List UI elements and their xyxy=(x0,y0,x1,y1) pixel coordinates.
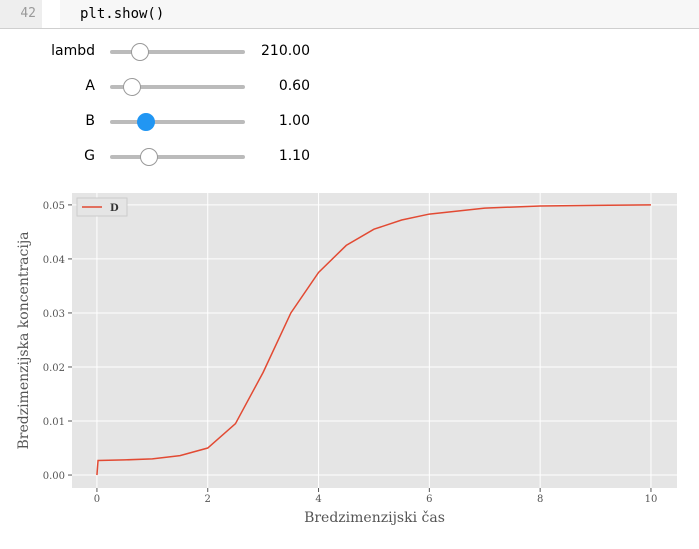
slider-track[interactable] xyxy=(110,155,245,159)
slider-knob[interactable] xyxy=(131,43,149,61)
slider-value: 1.10 xyxy=(278,148,310,164)
line-number: 42 xyxy=(0,0,42,28)
slider-value: 0.60 xyxy=(278,78,310,94)
y-tick-label: 0.01 xyxy=(43,417,65,428)
x-tick-label: 2 xyxy=(205,494,211,505)
legend-box xyxy=(76,197,128,217)
y-tick-label: 0.02 xyxy=(43,363,65,374)
slider-label: G xyxy=(84,148,95,164)
slider-row: A 0.60 xyxy=(0,75,400,99)
line-series xyxy=(96,204,651,476)
y-tick-label: 0.00 xyxy=(43,471,65,482)
x-tick-label: 6 xyxy=(426,494,432,505)
slider-knob[interactable] xyxy=(137,113,155,131)
slider-knob[interactable] xyxy=(140,148,158,166)
slider-label: lambd xyxy=(51,43,95,59)
slider-row: G 1.10 xyxy=(0,145,400,169)
code-line: plt.show() xyxy=(60,0,699,28)
slider-knob[interactable] xyxy=(123,78,141,96)
y-tick-label: 0.03 xyxy=(43,309,65,320)
y-tick-label: 0.04 xyxy=(43,255,65,266)
slider-label: B xyxy=(85,113,95,129)
slider-value: 1.00 xyxy=(278,113,310,129)
x-tick-label: 8 xyxy=(537,494,543,505)
y-axis-label: Bredzimenzijska koncentracija xyxy=(16,231,32,449)
slider-track[interactable] xyxy=(110,50,245,54)
slider-row: lambd 210.00 xyxy=(0,40,400,64)
x-axis-label: Bredzimenzijski čas xyxy=(304,510,445,526)
slider-row: B 1.00 xyxy=(0,110,400,134)
x-tick-label: 4 xyxy=(315,494,321,505)
legend-label: D xyxy=(110,203,119,214)
code-cell: 42 plt.show() xyxy=(0,0,699,29)
slider-label: A xyxy=(85,78,95,94)
x-tick-label: 0 xyxy=(94,494,100,505)
y-tick-label: 0.05 xyxy=(43,201,65,212)
plot-area xyxy=(72,193,677,488)
slider-value: 210.00 xyxy=(261,43,310,59)
slider-track[interactable] xyxy=(110,85,245,89)
x-tick-label: 10 xyxy=(645,494,658,505)
slider-track[interactable] xyxy=(110,120,245,124)
